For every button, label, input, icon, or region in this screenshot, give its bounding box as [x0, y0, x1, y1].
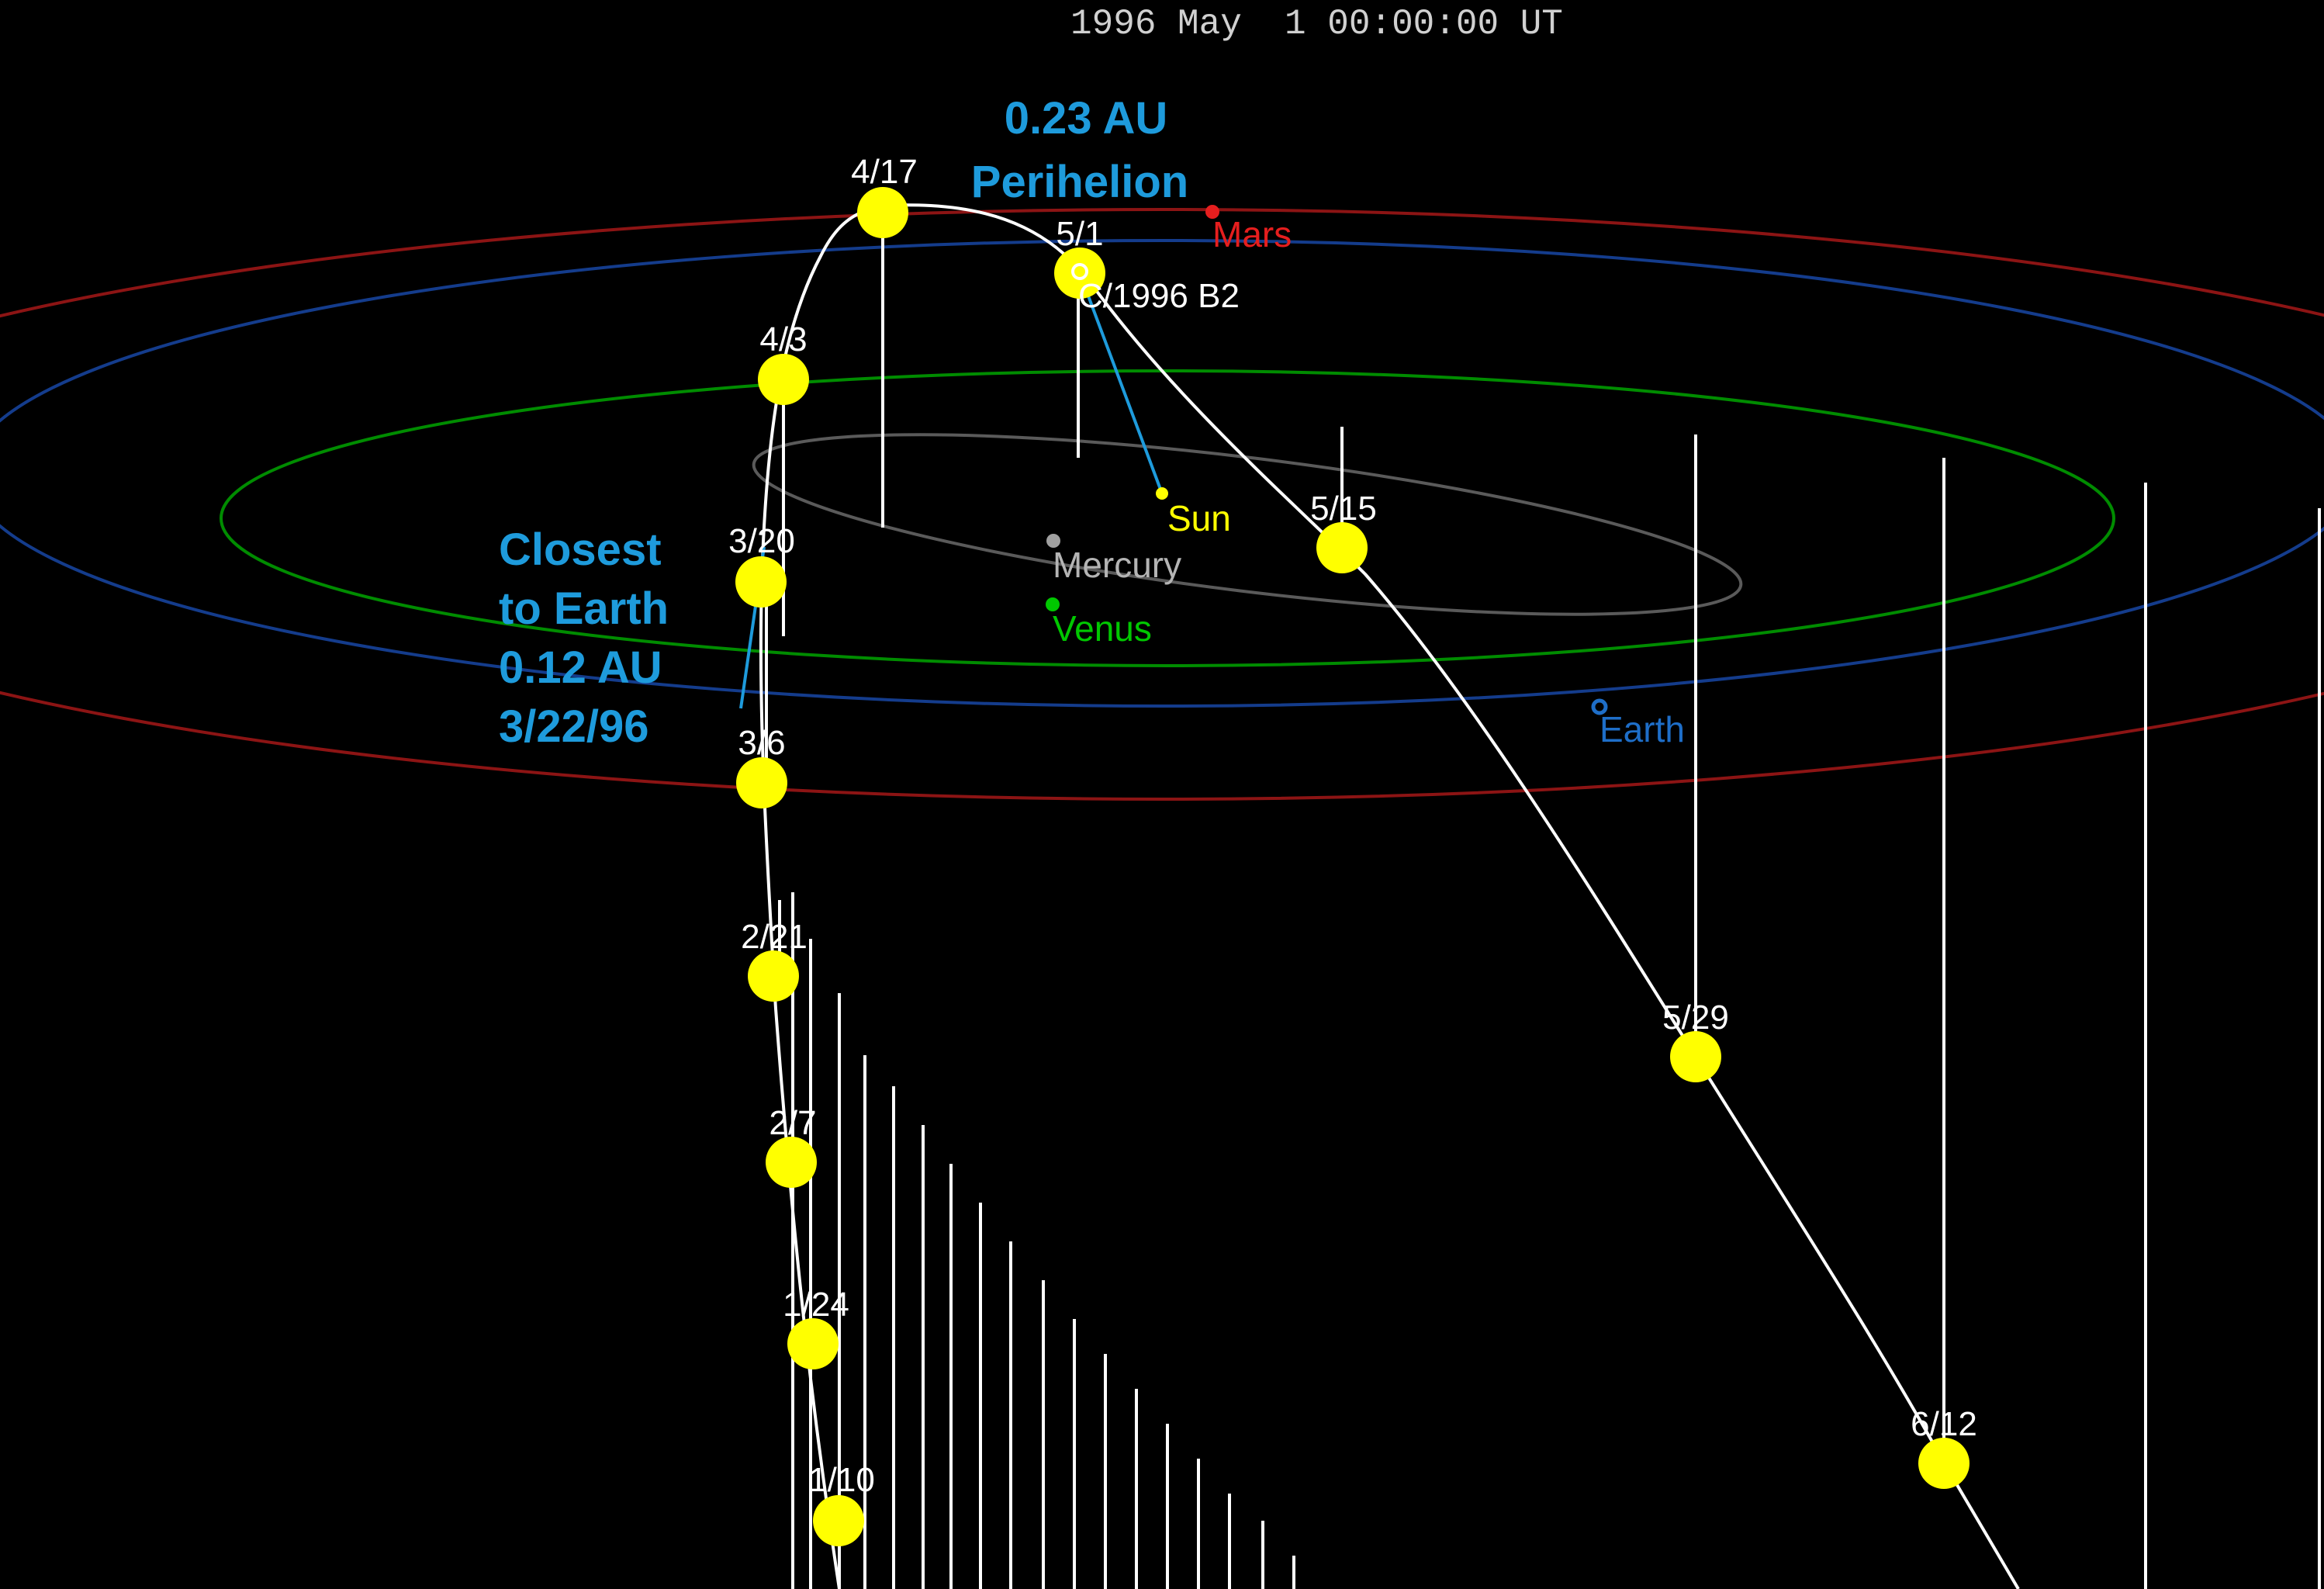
date-label-1-24: 1/24: [783, 1286, 849, 1324]
venus-orbit: [220, 369, 2115, 667]
earth-orbit: [0, 239, 2324, 708]
date-label-5-1: 5/1: [1056, 215, 1103, 253]
comet-marker-2-21: [748, 950, 799, 1002]
earth-marker: [1591, 698, 1608, 715]
comet-marker-5-15: [1316, 522, 1368, 573]
closest-label-line2: to Earth: [499, 583, 669, 634]
comet-current-position: [1071, 263, 1088, 280]
venus-marker: [1046, 597, 1060, 611]
venus-label: Venus: [1053, 608, 1152, 649]
date-label-4-3: 4/3: [759, 320, 807, 358]
comet-markers: [735, 187, 1970, 1546]
perihelion-label: Perihelion: [971, 157, 1188, 207]
closest-label-line1: Closest: [499, 524, 662, 575]
comet-sun-line: [1078, 272, 1164, 494]
date-label-1-10: 1/10: [808, 1461, 875, 1499]
timestamp-label: 1996 May 1 00:00:00 UT: [1070, 4, 1563, 44]
comet-marker-2-7: [766, 1137, 817, 1188]
sun-marker: [1156, 487, 1168, 500]
mars-orbit: [0, 208, 2324, 801]
comet-marker-5-29: [1670, 1031, 1721, 1082]
mars-marker: [1205, 205, 1219, 219]
date-label-2-21: 2/21: [741, 918, 808, 956]
planet-orbits: [0, 208, 2324, 801]
date-label-5-29: 5/29: [1662, 999, 1729, 1037]
closest-date-label: 3/22/96: [499, 701, 649, 752]
comet-trajectory: [759, 203, 2020, 1589]
ecliptic-drop-lines: [765, 231, 2321, 1589]
perihelion-distance-label: 0.23 AU: [1005, 93, 1168, 144]
comet-marker-1-10: [813, 1495, 864, 1546]
date-label-6-12: 6/12: [1911, 1405, 1977, 1443]
sun-label: Sun: [1167, 498, 1231, 538]
date-label-5-15: 5/15: [1310, 490, 1377, 528]
comet-name-label: C/1996 B2: [1078, 277, 1240, 315]
date-label-2-7: 2/7: [769, 1104, 816, 1142]
closest-distance-label: 0.12 AU: [499, 642, 662, 693]
mars-label: Mars: [1212, 214, 1292, 254]
date-label-3-6: 3/6: [738, 724, 785, 762]
mercury-orbit: [752, 433, 1743, 616]
earth-label: Earth: [1599, 709, 1685, 749]
comet-date-labels: 1/10 1/24 2/7 2/21 3/6 3/20 4/3 4/17 5/1…: [728, 153, 1977, 1499]
comet-marker-1-24: [787, 1318, 839, 1369]
comet-marker-3-20: [735, 556, 787, 608]
comet-marker-3-6: [736, 757, 787, 808]
comet-marker-6-12: [1918, 1438, 1970, 1489]
mercury-marker: [1046, 534, 1060, 548]
date-label-4-17: 4/17: [851, 153, 918, 191]
comet-marker-5-1: [1054, 248, 1105, 299]
comet-marker-4-3: [758, 354, 809, 405]
comet-marker-4-17: [857, 187, 908, 238]
date-label-3-20: 3/20: [728, 522, 795, 560]
mercury-label: Mercury: [1053, 545, 1181, 585]
